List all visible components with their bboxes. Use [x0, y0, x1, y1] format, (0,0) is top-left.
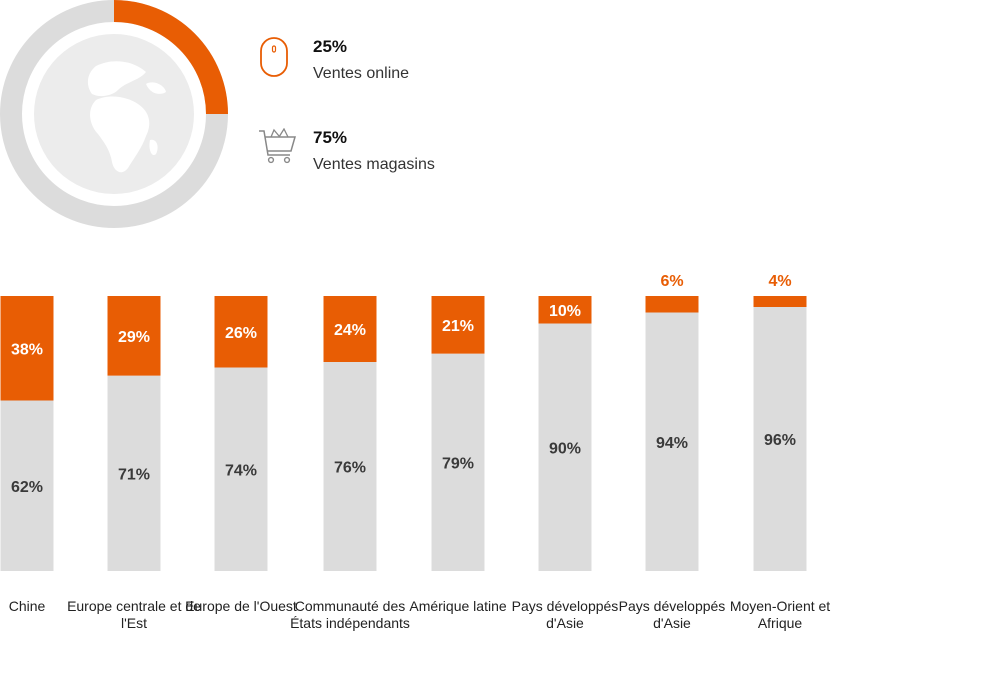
online-label: Ventes online [313, 65, 410, 82]
bar-online-value-label: 6% [660, 273, 683, 290]
bar-online-value-label: 29% [118, 329, 150, 346]
bar-online-value-label: 26% [225, 325, 257, 342]
region-stacked-bar-chart: 38% 62% 29% 71% 26% 74% 24% 76% 21% 79% 10% 90% 6% 94… [0, 273, 807, 571]
bar-store-segment [214, 367, 268, 571]
bar-store-value-label: 74% [225, 462, 257, 479]
bar-online-segment [214, 296, 268, 368]
bar-online-segment [323, 296, 377, 362]
bar-online-segment [107, 296, 161, 376]
bar-store-value-label: 79% [442, 455, 474, 472]
bar-store-value-label: 96% [764, 432, 796, 449]
online-percent: 25% [313, 37, 348, 56]
mouse-icon [260, 37, 288, 77]
bar-online-segment [431, 296, 485, 354]
bar-online-value-label: 4% [768, 273, 791, 290]
category-label: Pays développés d'Asie [618, 598, 726, 631]
bar-online-segment [0, 296, 54, 401]
category-label: Europe centrale et de l'Est [67, 598, 201, 631]
bar-online-segment [538, 296, 592, 324]
donut-segment-online [113, 0, 228, 115]
bar-store-segment [0, 400, 54, 571]
bar-store-value-label: 94% [656, 435, 688, 452]
category-label: Moyen-Orient et Afrique [729, 598, 831, 631]
bar-store-value-label: 71% [118, 466, 150, 483]
globe-donut-chart [0, 0, 228, 228]
category-label: Amérique latine [409, 598, 507, 614]
category-label: Pays développés d'Asie [511, 598, 619, 631]
category-label: Europe de l'Ouest [185, 598, 297, 614]
shopping-cart-icon [259, 128, 296, 164]
bar-store-segment [431, 353, 485, 571]
bar-store-value-label: 62% [11, 479, 43, 496]
bar-online-value-label: 10% [549, 303, 581, 320]
bar-store-segment [538, 323, 592, 571]
bar-store-value-label: 76% [334, 460, 366, 477]
bar-online-value-label: 38% [11, 341, 43, 358]
store-percent: 75% [313, 128, 348, 147]
globe-icon [87, 61, 166, 173]
category-label: Chine [8, 598, 46, 614]
bar-store-segment [645, 312, 699, 571]
bar-online-value-label: 21% [442, 318, 474, 335]
bar-online-value-label: 24% [334, 322, 366, 339]
store-label: Ventes magasins [313, 156, 435, 173]
bar-store-value-label: 90% [549, 440, 581, 457]
bar-store-segment [323, 362, 377, 571]
bar-online-segment [753, 296, 807, 307]
bar-store-segment [107, 375, 161, 571]
category-label: Communauté des États indépendants [290, 598, 410, 631]
bar-online-segment [645, 296, 699, 313]
bar-store-segment [753, 307, 807, 571]
